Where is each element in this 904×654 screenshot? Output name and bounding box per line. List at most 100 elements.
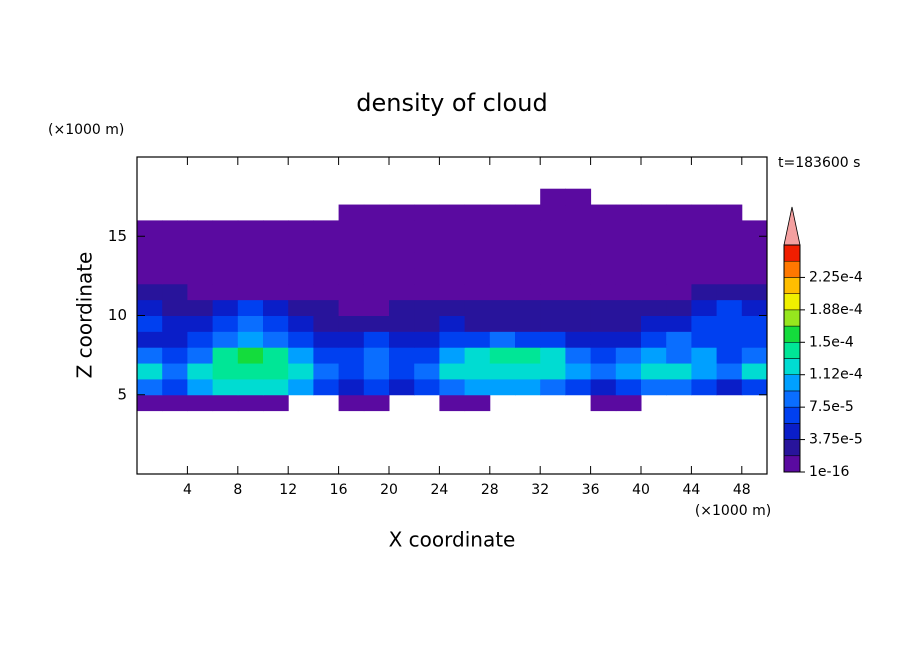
contour-cell <box>288 220 314 237</box>
contour-cell <box>237 363 264 380</box>
x-tick-label: 8 <box>233 482 242 498</box>
contour-cell <box>515 220 541 237</box>
contour-cell <box>439 236 466 253</box>
contour-cell <box>465 189 491 205</box>
contour-cell <box>389 378 415 396</box>
contour-cell <box>666 363 692 380</box>
contour-cell <box>666 267 692 285</box>
contour-cell <box>464 283 491 301</box>
contour-cell <box>162 205 188 221</box>
contour-cell <box>137 299 163 316</box>
contour-cell <box>363 394 390 412</box>
contour-cell <box>515 363 541 380</box>
contour-cell <box>464 204 491 221</box>
contour-cell <box>263 315 289 332</box>
contour-cell <box>162 236 188 253</box>
contour-cell <box>616 189 642 205</box>
contour-cell <box>741 267 768 285</box>
contour-cell <box>565 204 592 221</box>
contour-cell <box>363 252 390 269</box>
contour-cell <box>717 395 743 411</box>
contour-cell <box>389 299 415 316</box>
contour-cell <box>137 363 163 380</box>
contour-cell <box>666 220 692 237</box>
contour-cell <box>137 283 163 301</box>
contour-cell <box>615 347 642 364</box>
contour-cell <box>666 236 692 253</box>
contour-cell <box>439 347 466 364</box>
contour-cell <box>515 378 541 396</box>
contour-cell <box>288 267 314 285</box>
contour-cell <box>313 347 340 364</box>
contour-cell <box>464 394 491 412</box>
contour-cell <box>162 394 188 412</box>
contour-cell <box>641 204 667 221</box>
contour-cell <box>615 267 642 285</box>
contour-cell <box>615 378 642 396</box>
contour-cell <box>565 188 592 206</box>
contour-cell <box>338 347 365 364</box>
contour-cell <box>263 331 289 348</box>
contour-cell <box>439 331 466 348</box>
contour-cell <box>641 331 667 348</box>
contour-cell <box>615 315 642 332</box>
contour-cell <box>288 347 314 364</box>
contour-cell <box>565 236 592 253</box>
contour-cell <box>590 204 617 221</box>
contour-cell <box>464 347 491 364</box>
contour-cell <box>414 283 440 301</box>
contour-cell <box>590 363 617 380</box>
colorbar-band <box>783 309 801 327</box>
contour-cell <box>363 283 390 301</box>
contour-cell <box>187 205 213 221</box>
contour-field <box>137 188 768 412</box>
contour-cell <box>363 220 390 237</box>
contour-cell <box>565 347 592 364</box>
contour-cell <box>313 363 340 380</box>
contour-cell <box>666 252 692 269</box>
y-axis-title: Z coordinate <box>73 252 97 379</box>
colorbar-band <box>783 374 801 392</box>
contour-cell <box>489 236 516 253</box>
contour-cell <box>489 204 516 221</box>
contour-cell <box>263 189 289 205</box>
contour-cell <box>515 395 541 411</box>
contour-cell <box>691 267 718 285</box>
contour-cell <box>338 315 365 332</box>
contour-cell <box>717 189 743 205</box>
contour-cell <box>414 189 440 205</box>
contour-cell <box>389 236 415 253</box>
contour-cell <box>439 267 466 285</box>
contour-cell <box>237 267 264 285</box>
contour-cell <box>641 363 667 380</box>
contour-cell <box>691 378 718 396</box>
contour-cell <box>414 236 440 253</box>
contour-cell <box>263 205 289 221</box>
contour-cell <box>263 267 289 285</box>
contour-cell <box>263 252 289 269</box>
annotation: t=183600 s <box>778 155 860 171</box>
contour-cell <box>137 315 163 332</box>
contour-cell <box>439 378 466 396</box>
x-tick-label: 40 <box>632 482 650 498</box>
contour-cell <box>540 331 566 348</box>
contour-cell <box>489 315 516 332</box>
contour-cell <box>162 252 188 269</box>
contour-cell <box>363 236 390 253</box>
contour-cell <box>187 252 214 269</box>
contour-cell <box>238 189 264 205</box>
contour-cell <box>439 220 466 237</box>
contour-cell <box>162 189 188 205</box>
contour-cell <box>515 204 541 221</box>
contour-cell <box>489 378 516 396</box>
contour-cell <box>338 331 365 348</box>
contour-cell <box>565 252 592 269</box>
x-tick-label: 12 <box>279 482 297 498</box>
contour-cell <box>540 267 566 285</box>
contour-cell <box>615 299 642 316</box>
contour-cell <box>288 331 314 348</box>
contour-cell <box>641 283 667 301</box>
x-tick-label: 4 <box>183 482 192 498</box>
contour-cell <box>288 315 314 332</box>
contour-cell <box>162 347 188 364</box>
